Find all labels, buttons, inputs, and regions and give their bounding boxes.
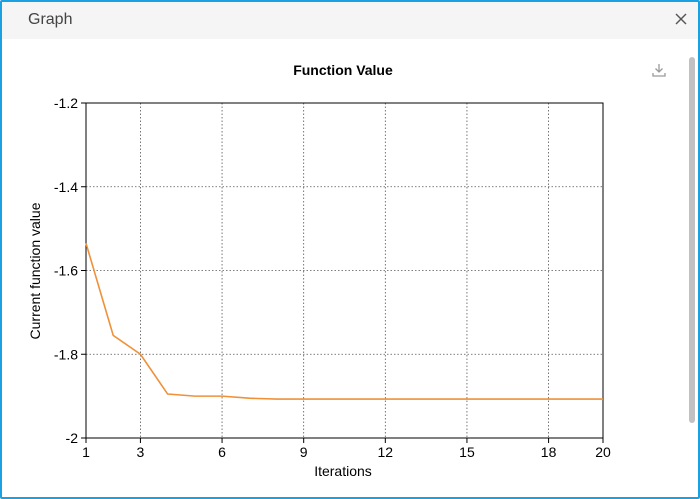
y-tick-label: -1.2: [54, 95, 78, 111]
scrollbar-thumb[interactable]: [689, 57, 695, 423]
x-tick-label: 12: [378, 444, 394, 460]
x-tick-label: 15: [459, 444, 475, 460]
vertical-scrollbar[interactable]: [686, 53, 698, 493]
y-tick-label: -2: [66, 430, 79, 446]
window-title: Graph: [28, 11, 73, 28]
x-tick-label: 20: [595, 444, 611, 460]
x-axis-label: Iterations: [314, 463, 372, 479]
y-axis-label: Current function value: [27, 202, 43, 339]
x-tick-label: 9: [300, 444, 308, 460]
y-tick-label: -1.4: [54, 179, 78, 195]
y-tick-label: -1.8: [54, 346, 78, 362]
series-layer: [85, 243, 603, 400]
close-icon: [675, 13, 687, 25]
chart-container: Function Value 1 3 6 9 12 15 18 20 -2 -1.8 -1.6 -1.…: [2, 39, 684, 497]
close-button[interactable]: [670, 8, 692, 30]
grid-layer: [86, 103, 603, 438]
x-tick-label: 18: [541, 444, 557, 460]
x-tick-label: 1: [82, 444, 90, 460]
function-value-line: [85, 243, 603, 400]
function-value-chart: Function Value 1 3 6 9 12 15 18 20 -2 -1.8 -1.6 -1.…: [27, 62, 611, 479]
graph-content: Function Value 1 3 6 9 12 15 18 20 -2 -1.8 -1.6 -1.…: [2, 39, 698, 497]
download-button[interactable]: [650, 61, 668, 79]
x-tick-label: 6: [218, 444, 226, 460]
x-tick-label: 3: [137, 444, 145, 460]
download-icon: [652, 64, 666, 77]
chart-title: Function Value: [293, 62, 393, 78]
window-titlebar: Graph: [2, 2, 698, 39]
y-tick-label: -1.6: [54, 263, 78, 279]
axis-layer: 1 3 6 9 12 15 18 20 -2 -1.8 -1.6 -1.4 -1.2: [54, 95, 611, 460]
